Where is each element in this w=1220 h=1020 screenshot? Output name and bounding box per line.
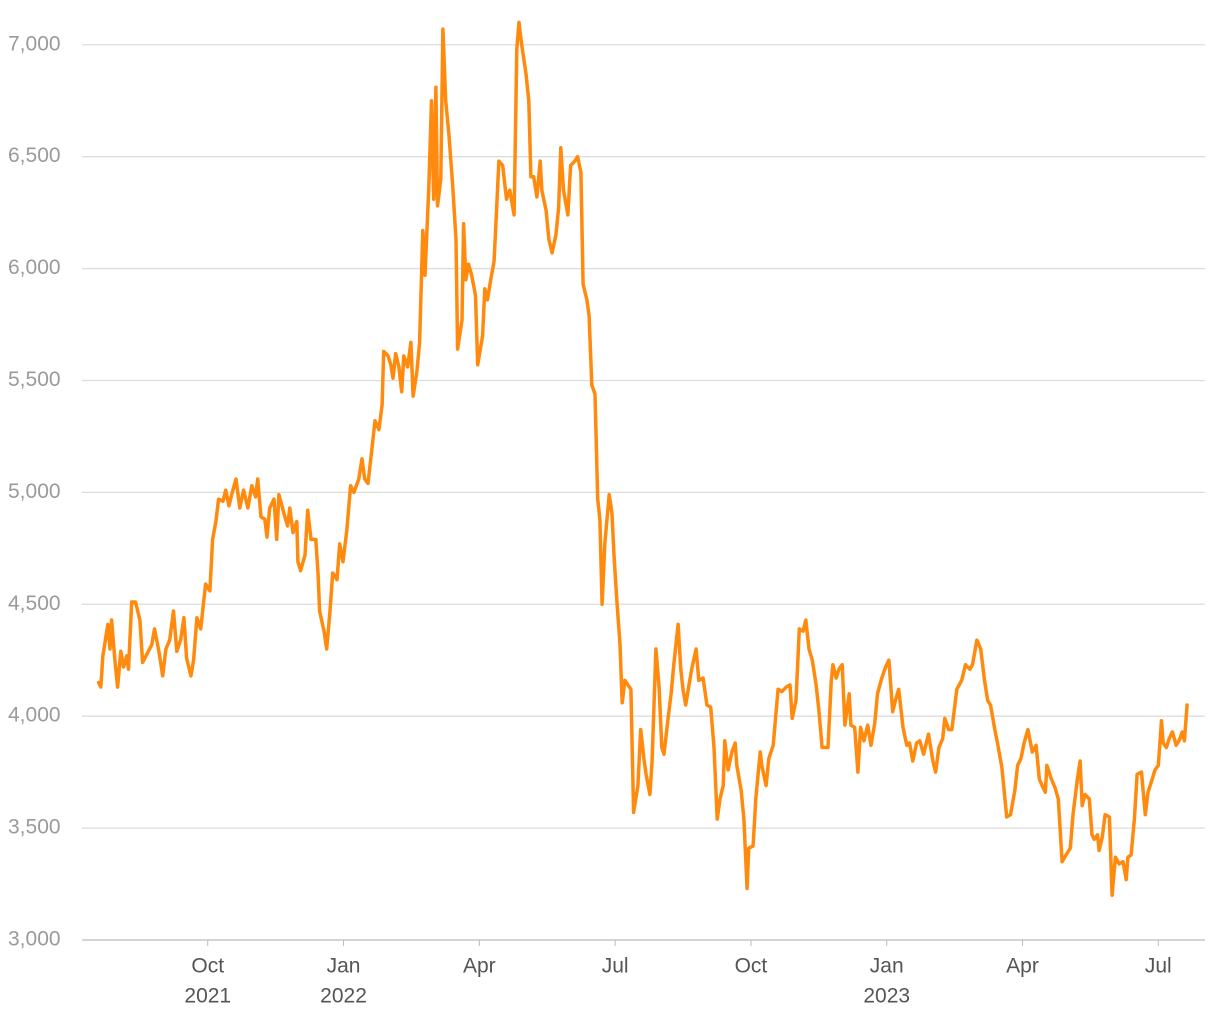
x-tick-year: 2022 (320, 985, 367, 1008)
y-tick-label: 6,000 (8, 256, 61, 279)
y-tick-label: 4,000 (8, 704, 61, 727)
x-tick-year: 2021 (184, 985, 231, 1008)
y-tick-label: 5,000 (8, 480, 61, 503)
x-tick-label: Jul (602, 955, 629, 978)
x-tick-label: Jul (1145, 955, 1172, 978)
x-tick-label: Oct (735, 955, 768, 978)
x-tick-label: Jan (870, 955, 904, 978)
y-tick-label: 3,000 (8, 928, 61, 951)
x-tick-label: Oct (191, 955, 224, 978)
y-tick-label: 4,500 (8, 592, 61, 615)
x-tick-label: Jan (327, 955, 361, 978)
y-tick-label: 5,500 (8, 368, 61, 391)
y-tick-label: 3,500 (8, 816, 61, 839)
data-line (96, 20, 1189, 897)
x-tick-year: 2023 (863, 985, 910, 1008)
x-tick-label: Apr (1006, 955, 1039, 978)
x-tick-label: Apr (463, 955, 496, 978)
y-tick-label: 7,000 (8, 32, 61, 55)
y-tick-label: 6,500 (8, 144, 61, 167)
